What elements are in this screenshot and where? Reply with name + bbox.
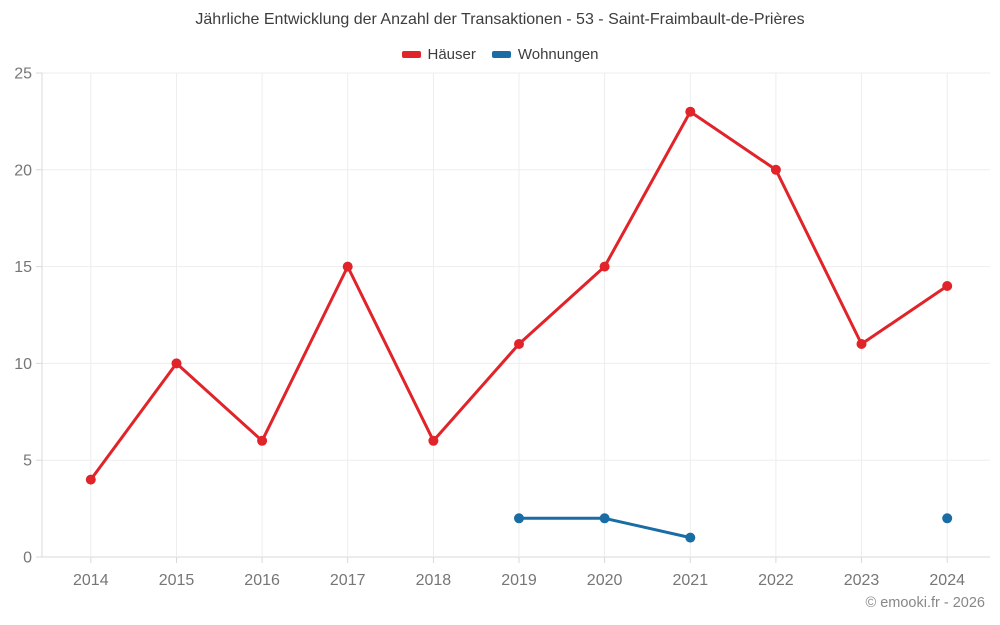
- legend-item-haeuser[interactable]: Häuser: [401, 46, 476, 63]
- data-point-0-2022[interactable]: [770, 164, 781, 175]
- y-tick-label: 0: [23, 550, 32, 567]
- copyright-text: © emooki.fr - 2026: [865, 595, 985, 611]
- data-point-1-2019[interactable]: [514, 513, 524, 524]
- data-point-0-2018[interactable]: [428, 435, 439, 446]
- legend-label-wohnungen: Wohnungen: [517, 46, 599, 63]
- data-point-0-2017[interactable]: [342, 261, 353, 272]
- y-tick-label: 5: [23, 453, 32, 470]
- data-point-0-2024[interactable]: [942, 281, 953, 291]
- legend-marker-wohnungen: [491, 51, 511, 58]
- x-tick-label: 2021: [673, 572, 709, 589]
- x-tick-label: 2019: [501, 572, 537, 589]
- y-tick-label: 25: [14, 66, 32, 83]
- data-point-1-2021[interactable]: [685, 532, 696, 543]
- x-tick-label: 2024: [929, 572, 965, 589]
- x-tick-label: 2016: [244, 572, 280, 589]
- data-point-0-2014[interactable]: [85, 474, 96, 485]
- y-tick-label: 10: [14, 356, 32, 373]
- x-tick-label: 2022: [758, 572, 794, 589]
- x-tick-label: 2018: [416, 572, 452, 589]
- data-point-0-2016[interactable]: [257, 435, 268, 446]
- data-point-1-2020[interactable]: [599, 513, 610, 524]
- legend: Häuser Wohnungen: [0, 46, 1000, 63]
- data-point-1-2024[interactable]: [942, 513, 953, 524]
- data-point-0-2019[interactable]: [514, 339, 524, 349]
- x-tick-label: 2015: [159, 572, 195, 589]
- x-tick-label: 2017: [330, 572, 366, 589]
- x-tick-label: 2014: [73, 572, 109, 589]
- legend-item-wohnungen[interactable]: Wohnungen: [491, 46, 599, 63]
- x-tick-label: 2020: [587, 572, 623, 589]
- legend-marker-haeuser: [401, 51, 421, 58]
- y-tick-label: 20: [14, 162, 32, 179]
- data-point-0-2015[interactable]: [171, 358, 182, 369]
- legend-label-haeuser: Häuser: [427, 46, 476, 63]
- y-tick-label: 15: [14, 259, 32, 276]
- data-point-0-2023[interactable]: [856, 339, 867, 349]
- chart-title: Jährliche Entwicklung der Anzahl der Tra…: [195, 11, 805, 28]
- data-point-0-2021[interactable]: [685, 106, 696, 117]
- data-point-0-2020[interactable]: [599, 261, 610, 272]
- x-tick-label: 2023: [844, 572, 880, 589]
